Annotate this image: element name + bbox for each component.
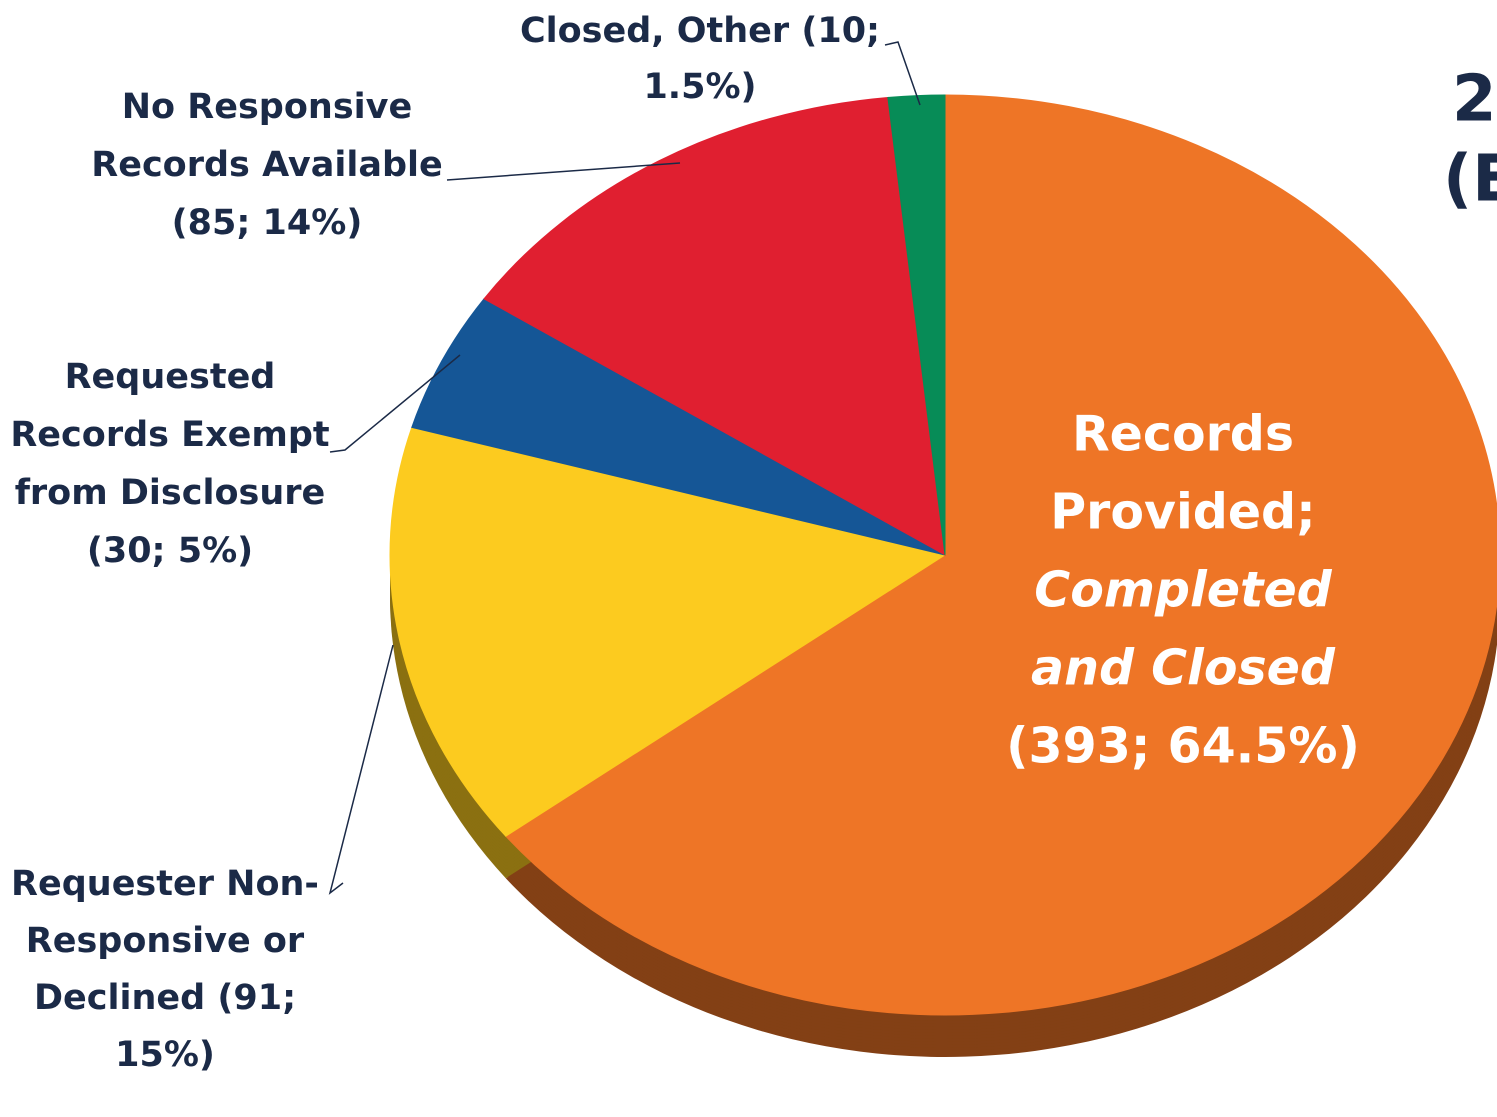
data-label: from Disclosure: [15, 473, 326, 513]
data-label: Records Exempt: [10, 415, 329, 455]
data-label: Records Available: [91, 145, 443, 185]
slice: [483, 96, 946, 556]
leader-line: [884, 41, 921, 106]
leader-line: [328, 644, 394, 895]
data-label: Completed: [1034, 562, 1332, 619]
data-label: Declined (91;: [34, 978, 296, 1018]
leader-line: [446, 162, 681, 181]
pie: [389, 94, 1497, 1057]
data-label: and Closed: [1031, 640, 1336, 697]
data-label: Requester Non-: [11, 864, 319, 904]
data-label: Requested: [65, 357, 276, 397]
slice: [389, 426, 947, 837]
data-label: (30; 5%): [87, 531, 253, 571]
chart-title: (E: [1443, 143, 1497, 217]
data-label: (85; 14%): [172, 203, 363, 243]
data-label: Closed, Other (10;: [520, 11, 880, 51]
chart-title: 2: [1452, 63, 1497, 137]
data-label: 15%): [115, 1035, 215, 1075]
leader-line: [329, 354, 461, 453]
slice: [505, 94, 1497, 1016]
data-label: Responsive or: [26, 921, 305, 961]
data-label: 1.5%): [643, 67, 756, 107]
data-label: Records: [1072, 406, 1294, 463]
data-label: (393; 64.5%): [1006, 718, 1360, 775]
data-label: No Responsive: [122, 87, 412, 127]
slice: [411, 298, 946, 556]
data-label: Provided;: [1050, 484, 1315, 541]
